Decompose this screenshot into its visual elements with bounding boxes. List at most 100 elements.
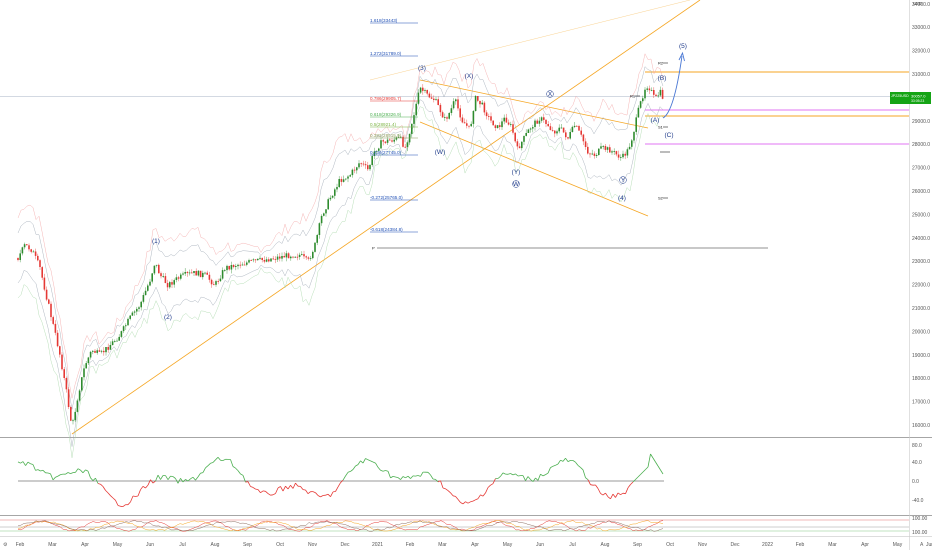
price-tick-label: 29000.0 [912, 119, 930, 125]
candle-body [622, 154, 624, 157]
candle-body [624, 154, 626, 156]
candle-body [578, 126, 580, 131]
candle-body [598, 149, 600, 155]
candle-body [576, 126, 578, 127]
candle-body [83, 368, 85, 377]
candle-body [343, 179, 345, 182]
settings-gear-icon[interactable]: ⚙ [3, 542, 8, 548]
candle-body [244, 265, 246, 266]
candle-body [334, 189, 336, 195]
candle-body [391, 140, 393, 141]
currency-label: USD [913, 1, 922, 6]
candle-body [209, 275, 211, 280]
wave-label-w1: (1) [152, 238, 160, 245]
last-price-badge: JP225USD 30057.0 33:05:23 [890, 92, 931, 104]
candle-body [660, 90, 662, 96]
candle-body [316, 235, 318, 243]
pivot-label: R1 [630, 93, 636, 98]
candle-body [92, 351, 94, 352]
candle-body [35, 252, 37, 256]
rsi-segment [61, 474, 64, 475]
time-tick-label: Jun [536, 542, 544, 548]
candle-body [352, 170, 354, 175]
candle-body [59, 346, 61, 354]
candle-body [79, 391, 81, 401]
candle-body [589, 154, 591, 155]
candle-body [323, 213, 325, 215]
candle-body [279, 257, 281, 259]
candle-body [433, 99, 435, 100]
candle-body [143, 295, 145, 302]
rsi-segment [136, 496, 139, 497]
candle-body [228, 266, 230, 270]
price-tick-label: 26000.0 [912, 189, 930, 195]
fib-label: -0.618(24384.8) [370, 227, 403, 232]
time-tick-label: Mar [438, 542, 447, 548]
candle-body [550, 126, 552, 130]
candle-body [591, 154, 593, 155]
fib-label: 0.382(28515.9) [370, 133, 402, 138]
candle-body [70, 407, 72, 421]
rsi-segment [591, 485, 594, 486]
candle-body [653, 90, 655, 95]
candle-body [655, 95, 657, 96]
fib-label: 1.272(31789.0) [370, 51, 402, 56]
candle-body [151, 273, 153, 281]
time-tick-label: Aug [211, 542, 220, 548]
candle-body [33, 252, 35, 253]
candle-body [77, 401, 79, 412]
candle-body [193, 271, 195, 273]
candle-body [435, 99, 437, 100]
time-tick-label: Jun [926, 542, 932, 548]
candle-body [118, 337, 120, 341]
candle-body [215, 281, 217, 285]
wave-label-w3: (3) [418, 65, 426, 72]
candle-body [629, 147, 631, 149]
candle-body [85, 363, 87, 368]
candle-body [426, 90, 428, 94]
candle-body [393, 140, 395, 142]
candle-body [136, 309, 138, 312]
candle-body [259, 258, 261, 259]
candle-body [268, 259, 270, 261]
pivot-label: R2 [658, 60, 664, 65]
candle-body [41, 267, 43, 278]
svg-text:JP225USD: JP225USD [891, 94, 909, 98]
candle-body [253, 259, 255, 260]
candle-body [552, 130, 554, 131]
time-tick-label: Aug [601, 542, 610, 548]
candle-body [605, 146, 607, 150]
candle-body [154, 266, 156, 274]
candle-body [365, 164, 367, 165]
candle-body [90, 352, 92, 358]
candle-body [389, 140, 391, 141]
candle-body [640, 101, 642, 108]
candle-body [407, 142, 409, 147]
candle-body [272, 259, 274, 260]
candle-body [145, 291, 147, 295]
candle-body [611, 151, 613, 152]
fib-label: 0.236(27745.0) [370, 150, 402, 155]
candle-body [184, 272, 186, 274]
candle-body [492, 121, 494, 126]
candle-body [138, 307, 140, 309]
candle-body [616, 151, 618, 154]
candle-body [470, 124, 472, 126]
fib-label: 0.786(29905.7) [370, 96, 402, 101]
candle-body [358, 163, 360, 167]
candle-body [237, 265, 239, 266]
candle-body [257, 259, 259, 260]
candle-body [572, 127, 574, 132]
candle-body [299, 255, 301, 257]
candle-body [46, 290, 48, 300]
candle-body [114, 341, 116, 342]
candle-body [466, 123, 468, 126]
candle-body [519, 146, 521, 148]
candle-body [457, 99, 459, 108]
candle-body [134, 312, 136, 313]
time-tick-label: Sep [633, 542, 642, 548]
candle-body [330, 198, 332, 200]
candle-body [387, 140, 389, 143]
candle-body [341, 179, 343, 182]
